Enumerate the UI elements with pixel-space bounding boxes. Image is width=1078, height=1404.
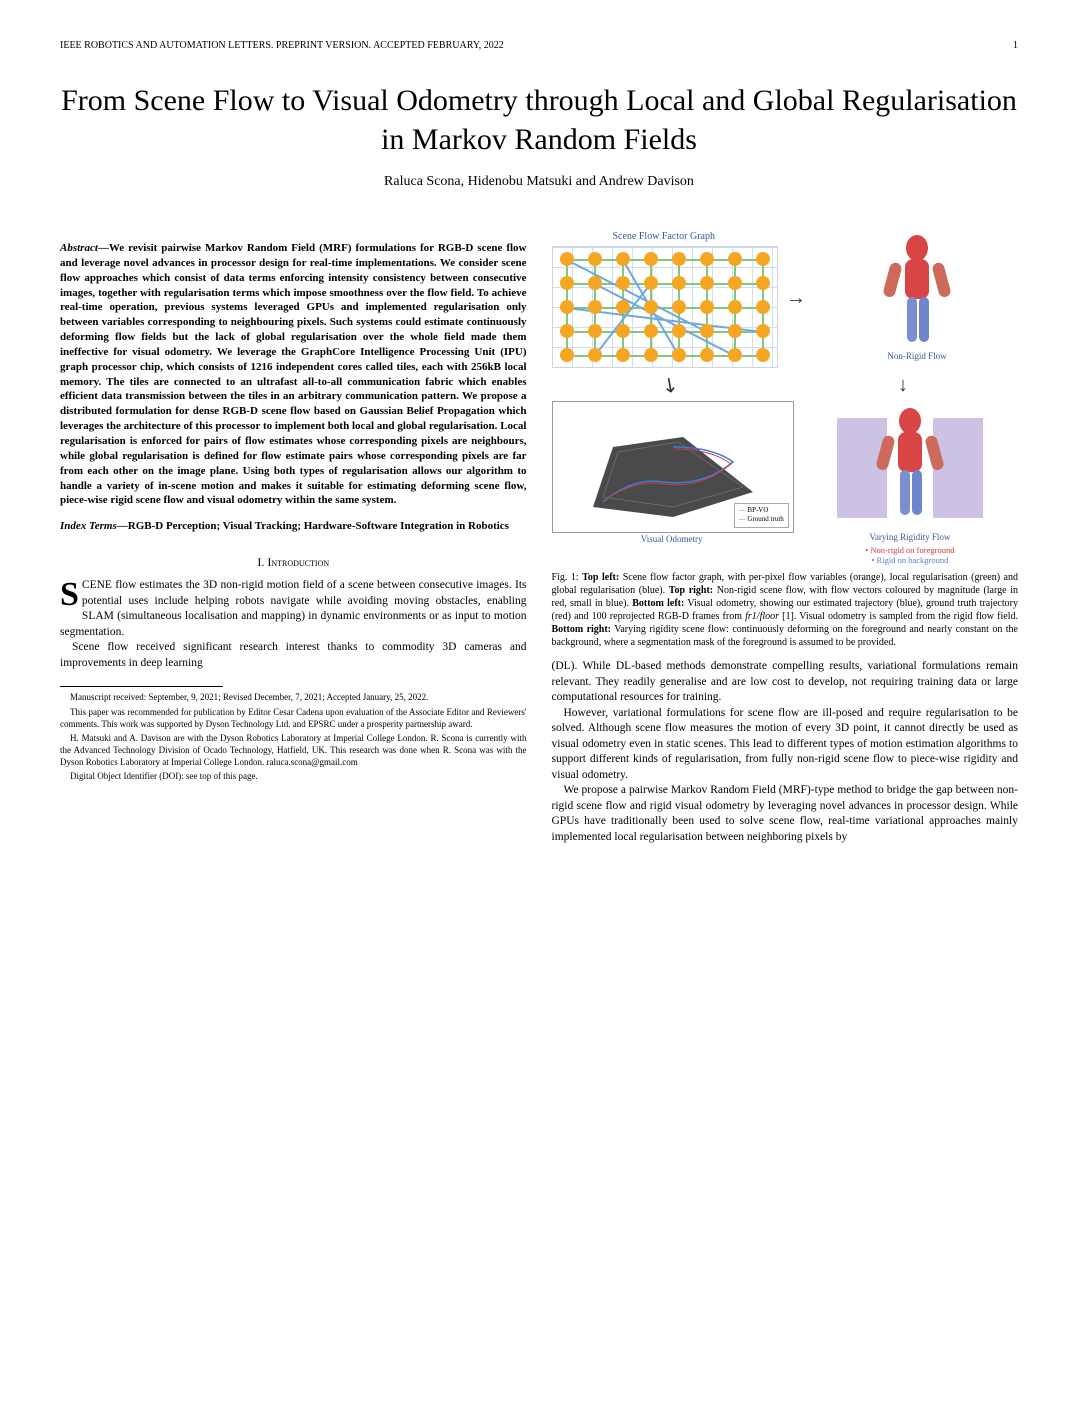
figure-1-bottom-left-panel: — BP-VO — Ground truth Visual Odometry	[552, 401, 792, 566]
arrow-icon: →	[786, 285, 806, 312]
figure-1: Scene Flow Factor Graph →	[552, 230, 1019, 649]
footnote-2: This paper was recommended for publicati…	[60, 707, 527, 730]
left-column: Abstract—We revisit pairwise Markov Rand…	[60, 230, 527, 845]
footnote-3: H. Matsuki and A. Davison are with the D…	[60, 733, 527, 768]
factor-graph-visual	[552, 246, 778, 368]
page-number: 1	[1013, 40, 1018, 51]
author-list: Raluca Scona, Hidenobu Matsuki and Andre…	[60, 174, 1018, 190]
fig1-bl-title: Visual Odometry	[552, 533, 792, 545]
figure-1-top-left-panel: Scene Flow Factor Graph	[552, 230, 776, 368]
varying-rigidity-visual	[802, 401, 1018, 531]
index-terms-label: Index Terms—	[60, 520, 128, 532]
figure-1-top-right-panel: Non-Rigid Flow	[816, 230, 1018, 368]
footnote-4: Digital Object Identifier (DOI): see top…	[60, 771, 527, 783]
bullet-1: Non-rigid on foreground	[870, 545, 954, 555]
col2-paragraph-3: We propose a pairwise Markov Random Fiel…	[552, 783, 1019, 845]
legend-bpvo: BP-VO	[747, 506, 768, 514]
vo-legend: — BP-VO — Ground truth	[734, 503, 789, 528]
legend-gt: Ground truth	[747, 515, 783, 523]
bullet-2: Rigid on background	[877, 555, 949, 565]
footnote-1: Manuscript received: September, 9, 2021;…	[60, 692, 527, 704]
arrow-down-row: ↘ ↓	[552, 372, 1019, 399]
figure-1-bottom-right-panel: Varying Rigidity Flow • Non-rigid on for…	[802, 401, 1018, 566]
section-number: I.	[257, 555, 264, 569]
visual-odometry-visual: — BP-VO — Ground truth	[552, 401, 794, 533]
col2-paragraph-1: (DL). While DL-based methods demonstrate…	[552, 659, 1019, 706]
abstract-block: Abstract—We revisit pairwise Markov Rand…	[60, 241, 527, 508]
silhouette-svg-br	[835, 403, 985, 528]
arrow-down-left-icon: ↘	[655, 369, 684, 401]
fig-caption-label: Fig. 1:	[552, 572, 579, 583]
fig1-br-bullets: • Non-rigid on foreground • Rigid on bac…	[802, 545, 1018, 565]
index-terms-text: RGB-D Perception; Visual Tracking; Hardw…	[128, 520, 509, 532]
figure-1-bottom-row: — BP-VO — Ground truth Visual Odometry	[552, 401, 1019, 566]
running-header: IEEE ROBOTICS AND AUTOMATION LETTERS. PR…	[60, 40, 1018, 51]
intro-paragraph-2: Scene flow received significant research…	[60, 640, 527, 671]
figure-1-top-row: Scene Flow Factor Graph →	[552, 230, 1019, 368]
nonrigid-flow-visual	[816, 230, 1018, 350]
journal-name: IEEE ROBOTICS AND AUTOMATION LETTERS. PR…	[60, 40, 504, 51]
fig1-tr-title: Non-Rigid Flow	[816, 350, 1018, 362]
fig1-tl-title: Scene Flow Factor Graph	[552, 230, 776, 244]
dropcap: S	[60, 578, 82, 611]
section-title: Introduction	[267, 555, 329, 569]
index-terms-block: Index Terms—RGB-D Perception; Visual Tra…	[60, 519, 527, 534]
content-columns: Abstract—We revisit pairwise Markov Rand…	[60, 230, 1018, 845]
fig-caption-text: Top left: Scene flow factor graph, with …	[552, 572, 1019, 648]
silhouette-svg-tr	[867, 233, 967, 348]
abstract-label: Abstract—	[60, 242, 109, 254]
right-column: Scene Flow Factor Graph →	[552, 230, 1019, 845]
arrow-right: →	[786, 230, 806, 368]
figure-1-caption: Fig. 1: Top left: Scene flow factor grap…	[552, 571, 1019, 649]
section-1-heading: I. Introduction	[60, 554, 527, 570]
col2-paragraph-2: However, variational formulations for sc…	[552, 706, 1019, 784]
intro-p1-text: CENE flow estimates the 3D non-rigid mot…	[60, 579, 527, 638]
intro-paragraph-1: SCENE flow estimates the 3D non-rigid mo…	[60, 578, 527, 640]
fig1-br-title: Varying Rigidity Flow	[802, 531, 1018, 543]
abstract-text: We revisit pairwise Markov Random Field …	[60, 242, 527, 506]
paper-title: From Scene Flow to Visual Odometry throu…	[60, 81, 1018, 159]
footnote-separator	[60, 686, 223, 687]
arrow-down-right-icon: ↓	[898, 372, 908, 399]
